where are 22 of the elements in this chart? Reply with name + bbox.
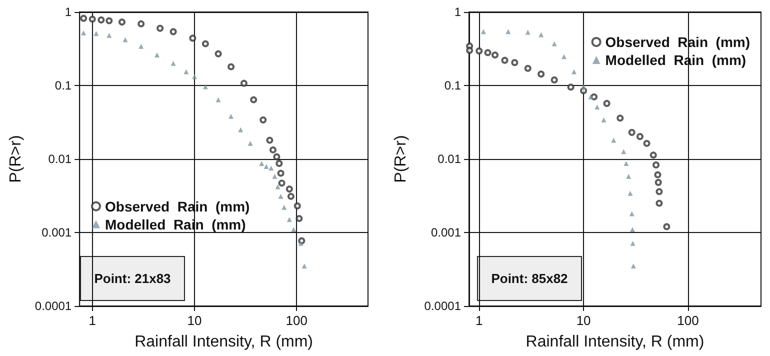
y-tick-label: 0.1 xyxy=(444,78,462,92)
y-axis-title: P(R>r) xyxy=(8,135,24,183)
y-tick-label: 0.01 xyxy=(438,152,462,166)
y-tick-label: 0.1 xyxy=(54,78,72,92)
y-tick-label: 0.0001 xyxy=(424,299,462,313)
x-tick-label: 10 xyxy=(576,313,591,328)
y-tick-label: 0.001 xyxy=(430,226,462,240)
y-tick-label: 0.0001 xyxy=(34,299,72,313)
x-tick-label: 100 xyxy=(677,313,699,328)
y-tick-label: 1 xyxy=(454,5,462,19)
x-axis-title: Rainfall Intensity, R (mm) xyxy=(134,334,314,350)
annotation: Point: 21x83 xyxy=(94,271,171,286)
x-axis-title: Rainfall Intensity, R (mm) xyxy=(526,334,704,350)
x-tick-label: 1 xyxy=(476,313,483,328)
x-tick-label: 100 xyxy=(286,313,308,328)
y-tick-label: 1 xyxy=(64,5,72,19)
x-tick-label: 10 xyxy=(187,313,202,328)
annotation: Point: 85x82 xyxy=(491,271,568,286)
y-tick-label: 0.01 xyxy=(48,152,72,166)
x-tick-label: 1 xyxy=(88,313,96,328)
y-tick-label: 0.001 xyxy=(42,226,72,240)
y-axis-title: P(R>r) xyxy=(392,135,410,183)
